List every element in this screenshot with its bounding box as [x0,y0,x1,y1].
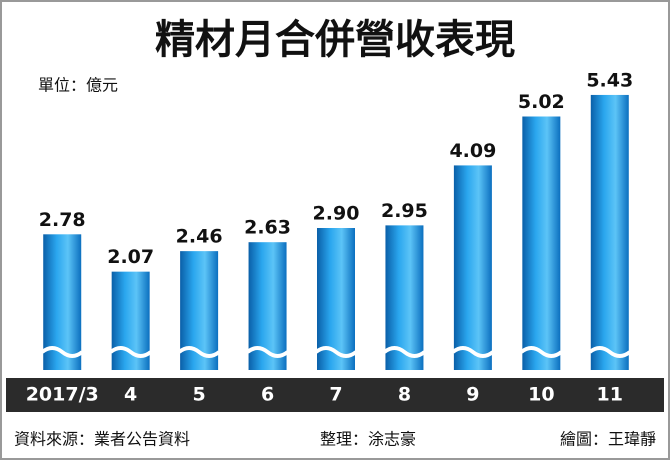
value-label: 2.90 [313,203,360,225]
axis-break [451,346,495,358]
x-tick-label: 9 [466,384,479,406]
x-tick-label: 5 [192,384,205,406]
axis-break [40,346,84,358]
axis-break [314,346,358,358]
bar [453,165,492,370]
unit-label: 單位：億元 [38,76,118,95]
axis-break [246,346,289,358]
value-label: 2.95 [381,200,428,222]
x-tick-label: 7 [329,384,342,406]
x-tick-label: 10 [528,384,554,406]
value-label: 4.09 [449,140,496,162]
axis-break [520,346,563,358]
x-tick-label: 11 [597,384,623,406]
source: 資料來源：業者公告資料 [14,430,190,449]
chart-title: 精材月合併營收表現 [155,17,515,63]
category-band [6,378,664,412]
x-tick-label: 8 [398,384,411,406]
x-tick-label: 2017/3 [26,384,99,406]
value-label: 2.78 [39,209,86,231]
value-label: 2.46 [176,226,223,248]
value-label: 2.63 [244,217,291,239]
value-label: 5.02 [518,91,565,113]
axis-break [588,346,632,358]
x-tick-label: 6 [261,384,274,406]
bar [385,225,424,370]
artist: 繪圖：王瑋靜 [560,430,656,449]
bar [590,94,629,371]
x-tick-label: 4 [124,384,137,406]
axis-break [177,346,221,358]
value-label: 2.07 [107,246,154,268]
editor: 整理：涂志豪 [320,430,416,449]
axis-break [383,346,426,358]
value-label: 5.43 [586,69,633,91]
bar [522,116,561,371]
axis-break [109,346,152,358]
